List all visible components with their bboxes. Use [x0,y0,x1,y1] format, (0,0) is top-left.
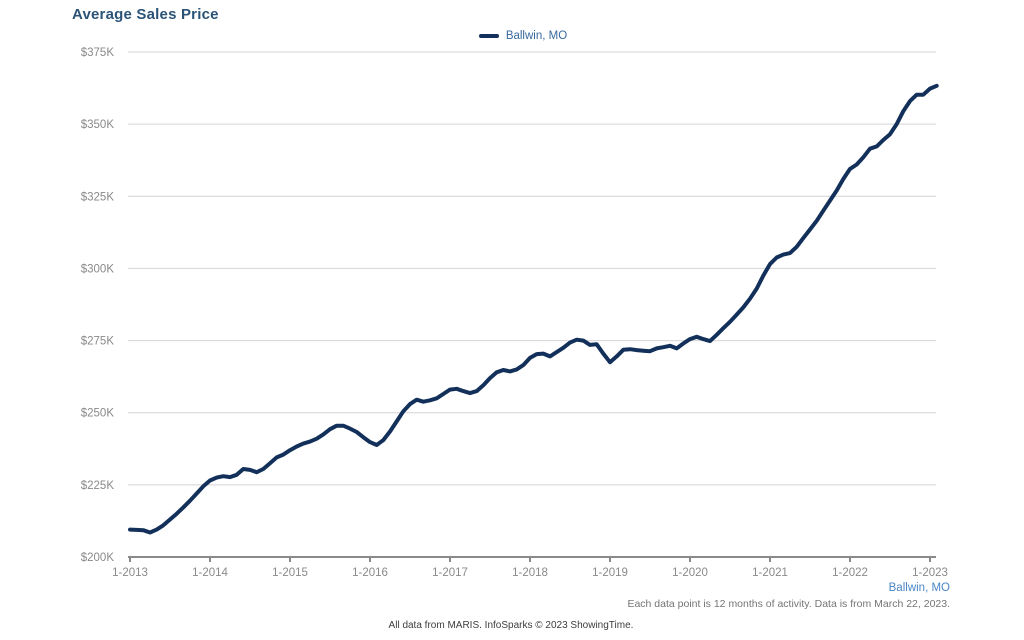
x-tick-label: 1-2015 [272,567,308,579]
legend-line-swatch-icon [478,34,499,38]
legend-item-ballwin[interactable]: Ballwin, MO [478,30,568,42]
x-axis: 1-2013 1-2014 1-2015 1-2016 1-2017 1-2018 1-20… [112,556,948,579]
y-tick-label: $200K [81,552,115,564]
y-tick-label: $350K [81,119,115,131]
y-tick-label: $300K [81,263,115,275]
price-line-series [128,83,939,535]
legend: Ballwin, MO [130,30,916,42]
y-axis-labels: $200K $225K $250K $275K $300K $325K $350K $375K [81,47,115,564]
y-tick-label: $225K [81,480,115,492]
x-tick-label: 1-2017 [432,567,468,579]
y-tick-label: $250K [81,408,115,420]
x-tick-label: 1-2016 [352,567,388,579]
data-note: Each data point is 12 months of activity… [627,598,950,610]
y-tick-label: $325K [81,191,115,203]
y-tick-label: $275K [81,336,115,348]
x-tick-label: 1-2022 [832,567,868,579]
gridlines [128,51,936,486]
chart-title: Average Sales Price [72,6,219,23]
attribution-text: All data from MARIS. InfoSparks © 2023 S… [388,620,634,631]
x-tick-label: 1-2019 [592,567,628,579]
x-tick-label: 1-2018 [512,567,548,579]
x-tick-label: 1-2023 [912,567,948,579]
x-tick-label: 1-2020 [672,567,708,579]
x-tick-label: 1-2021 [752,567,788,579]
x-tick-label: 1-2013 [112,567,148,579]
y-tick-label: $375K [81,47,115,59]
location-label: Ballwin, MO [888,582,950,594]
legend-label: Ballwin, MO [505,30,568,42]
x-tick-label: 1-2014 [192,567,228,579]
